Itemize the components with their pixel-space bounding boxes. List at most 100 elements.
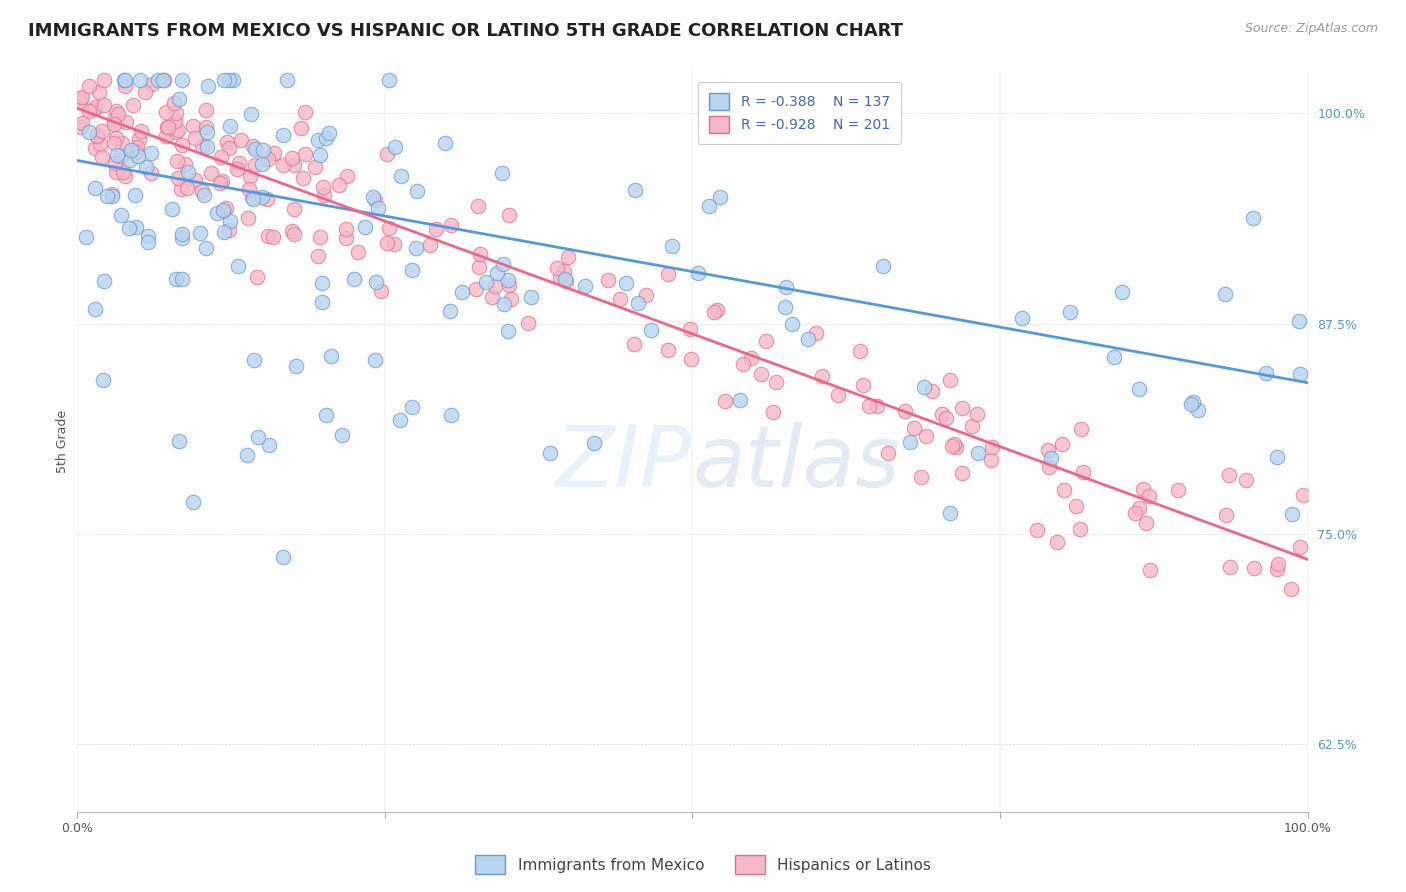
Point: [128, 72, 150, 87]
Point: [548, 271, 571, 285]
Point: [1215, 508, 1237, 522]
Point: [451, 285, 474, 299]
Point: [494, 297, 516, 311]
Y-axis label: 5th Grade: 5th Grade: [56, 410, 69, 473]
Point: [1236, 473, 1258, 487]
Point: [91, 372, 114, 386]
Point: [83, 102, 105, 116]
Point: [141, 78, 163, 92]
Point: [304, 160, 326, 174]
Point: [184, 173, 207, 187]
Point: [966, 407, 988, 421]
Point: [950, 401, 973, 415]
Point: [439, 303, 461, 318]
Point: [284, 359, 307, 373]
Point: [1038, 459, 1060, 474]
Point: [419, 238, 441, 252]
Point: [1128, 382, 1150, 396]
Point: [311, 295, 333, 310]
Point: [903, 421, 925, 435]
Point: [740, 351, 762, 366]
Point: [195, 103, 218, 117]
Point: [170, 182, 193, 196]
Point: [211, 173, 233, 187]
Point: [245, 269, 267, 284]
Point: [1292, 488, 1315, 502]
Point: [1111, 285, 1133, 299]
Point: [79, 79, 101, 94]
Point: [294, 105, 316, 120]
Point: [765, 375, 787, 389]
Point: [105, 165, 128, 179]
Point: [121, 98, 143, 112]
Point: [1102, 350, 1125, 364]
Point: [101, 187, 124, 202]
Point: [114, 78, 136, 93]
Point: [804, 326, 827, 341]
Point: [318, 126, 340, 140]
Point: [733, 357, 755, 371]
Point: [354, 219, 377, 234]
Point: [218, 141, 240, 155]
Point: [93, 274, 115, 288]
Point: [914, 429, 936, 443]
Point: [1281, 507, 1303, 521]
Point: [152, 72, 174, 87]
Point: [1139, 564, 1161, 578]
Point: [382, 237, 405, 252]
Point: [311, 276, 333, 290]
Point: [546, 260, 568, 275]
Point: [181, 495, 204, 509]
Point: [176, 181, 198, 195]
Point: [263, 145, 285, 160]
Point: [207, 206, 229, 220]
Point: [228, 156, 250, 170]
Point: [228, 259, 250, 273]
Point: [921, 384, 943, 399]
Point: [661, 239, 683, 253]
Point: [688, 266, 710, 280]
Point: [197, 78, 219, 93]
Point: [582, 436, 605, 450]
Point: [782, 318, 804, 332]
Point: [87, 85, 110, 99]
Point: [128, 132, 150, 146]
Point: [77, 125, 100, 139]
Point: [749, 367, 772, 381]
Point: [1046, 535, 1069, 549]
Point: [312, 188, 335, 202]
Point: [440, 408, 463, 422]
Point: [114, 72, 136, 87]
Point: [370, 284, 392, 298]
Point: [84, 100, 107, 114]
Point: [229, 133, 252, 147]
Point: [636, 288, 658, 302]
Point: [129, 124, 152, 138]
Point: [384, 139, 406, 153]
Text: ZIP: ZIP: [557, 422, 693, 505]
Point: [797, 333, 820, 347]
Point: [83, 141, 105, 155]
Point: [1241, 211, 1264, 225]
Point: [492, 257, 515, 271]
Point: [170, 137, 193, 152]
Point: [105, 148, 128, 162]
Point: [898, 435, 921, 450]
Point: [852, 377, 875, 392]
Point: [894, 404, 917, 418]
Point: [246, 430, 269, 444]
Point: [93, 72, 115, 87]
Point: [375, 146, 398, 161]
Point: [89, 136, 111, 151]
Point: [112, 165, 135, 179]
Point: [910, 469, 932, 483]
Point: [1011, 311, 1033, 326]
Point: [118, 153, 141, 168]
Point: [105, 130, 128, 145]
Point: [335, 222, 357, 236]
Point: [190, 138, 212, 153]
Point: [103, 113, 125, 128]
Point: [125, 145, 148, 160]
Point: [1243, 560, 1265, 574]
Point: [1125, 506, 1147, 520]
